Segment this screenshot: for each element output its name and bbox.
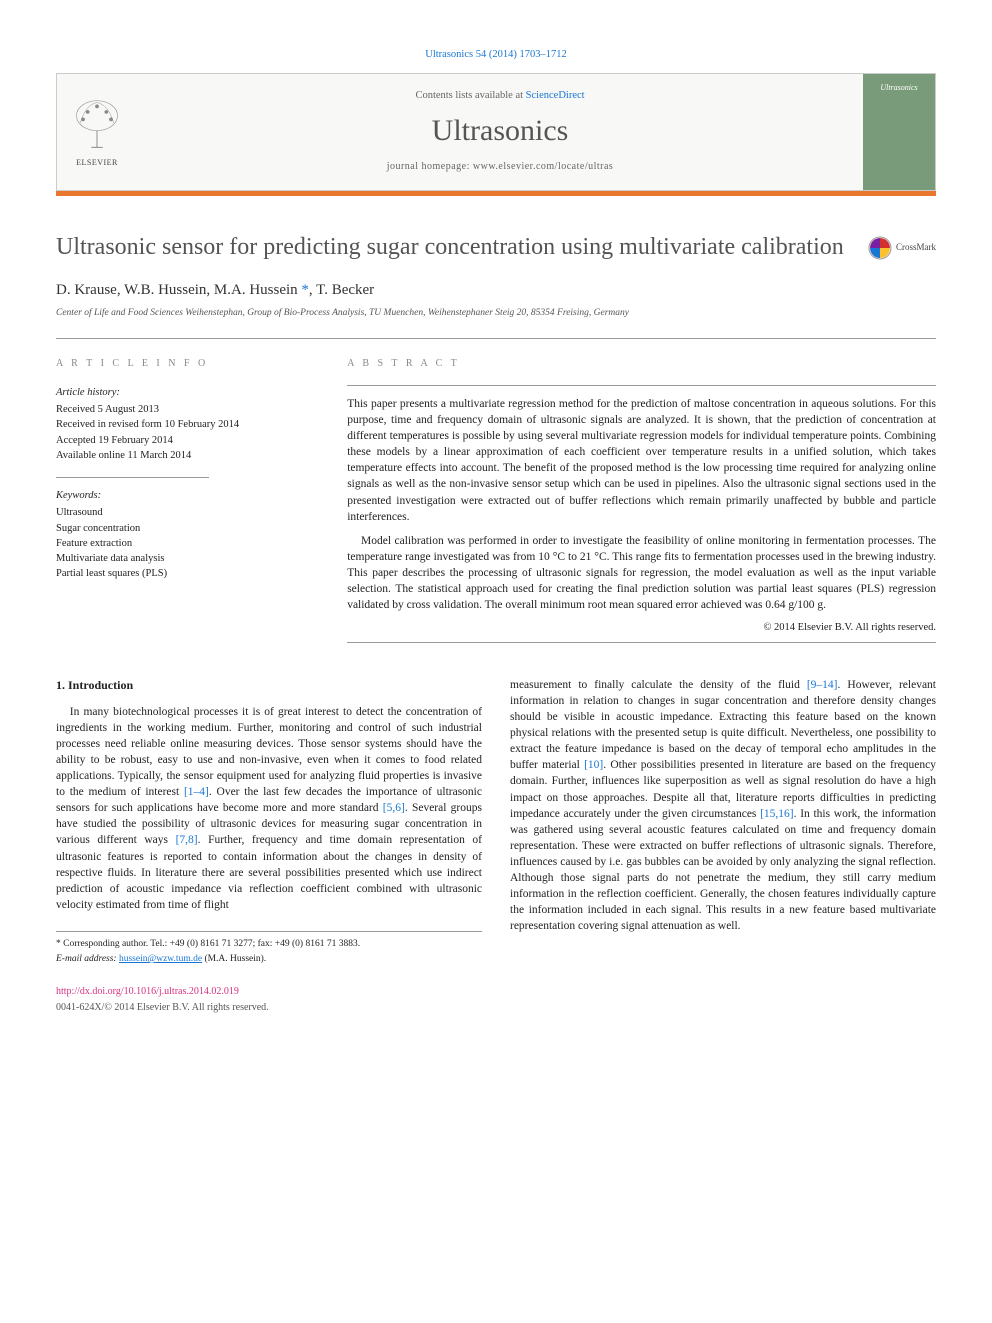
article-history-block: Article history: Received 5 August 2013 … [56, 385, 311, 463]
homepage-prefix: journal homepage: [387, 161, 473, 172]
affiliation: Center of Life and Food Sciences Weihens… [56, 307, 936, 320]
authors-text: D. Krause, W.B. Hussein, M.A. Hussein *,… [56, 282, 374, 298]
journal-homepage-line: journal homepage: www.elsevier.com/locat… [137, 160, 863, 174]
top-citation: Ultrasonics 54 (2014) 1703–1712 [56, 48, 936, 63]
article-title: Ultrasonic sensor for predicting sugar c… [56, 232, 852, 262]
abstract-para: Model calibration was performed in order… [347, 533, 936, 613]
body-column-right: measurement to finally calculate the den… [510, 677, 936, 969]
doi-block: http://dx.doi.org/10.1016/j.ultras.2014.… [56, 985, 936, 1015]
homepage-url: www.elsevier.com/locate/ultras [473, 161, 613, 172]
abstract-copyright: © 2014 Elsevier B.V. All rights reserved… [347, 621, 936, 636]
journal-name: Ultrasonics [137, 110, 863, 152]
cover-title: Ultrasonics [880, 82, 917, 93]
abstract-label: A B S T R A C T [347, 357, 936, 371]
abstract-text: This paper presents a multivariate regre… [347, 396, 936, 613]
sciencedirect-link[interactable]: ScienceDirect [526, 90, 585, 101]
elsevier-tree-icon [69, 95, 125, 155]
journal-header: ELSEVIER Contents lists available at Sci… [56, 73, 936, 191]
footnotes: * Corresponding author. Tel.: +49 (0) 81… [56, 931, 482, 967]
author-list: D. Krause, W.B. Hussein, M.A. Hussein *,… [56, 280, 936, 301]
abstract-divider-bottom [347, 642, 936, 643]
email-author-name: (M.A. Hussein). [202, 954, 266, 964]
contents-prefix: Contents lists available at [415, 90, 525, 101]
crossmark-icon [868, 236, 892, 260]
keyword: Multivariate data analysis [56, 551, 311, 566]
corresponding-author-note: * Corresponding author. Tel.: +49 (0) 81… [56, 938, 482, 951]
history-line: Available online 11 March 2014 [56, 448, 311, 463]
meta-divider [56, 477, 209, 478]
keyword: Feature extraction [56, 536, 311, 551]
intro-para-col1: In many biotechnological processes it is… [56, 704, 482, 913]
keyword: Sugar concentration [56, 521, 311, 536]
accent-bar [56, 191, 936, 196]
email-line: E-mail address: hussein@wzw.tum.de (M.A.… [56, 953, 482, 966]
elsevier-logo: ELSEVIER [57, 74, 137, 190]
crossmark-label: CrossMark [896, 241, 936, 254]
section-heading-intro: 1. Introduction [56, 677, 482, 694]
abstract-divider [347, 385, 936, 386]
issn-copyright-line: 0041-624X/© 2014 Elsevier B.V. All right… [56, 1001, 936, 1015]
publisher-name: ELSEVIER [76, 157, 118, 168]
history-title: Article history: [56, 385, 311, 400]
email-label: E-mail address: [56, 954, 119, 964]
article-info-label: A R T I C L E I N F O [56, 357, 311, 371]
keyword: Partial least squares (PLS) [56, 566, 311, 581]
history-line: Received 5 August 2013 [56, 402, 311, 417]
author-email-link[interactable]: hussein@wzw.tum.de [119, 954, 202, 964]
intro-para-col2: measurement to finally calculate the den… [510, 677, 936, 935]
abstract-para: This paper presents a multivariate regre… [347, 396, 936, 525]
history-line: Accepted 19 February 2014 [56, 433, 311, 448]
keywords-title: Keywords: [56, 488, 311, 503]
history-line: Received in revised form 10 February 201… [56, 417, 311, 432]
keyword: Ultrasound [56, 505, 311, 520]
crossmark-badge[interactable]: CrossMark [868, 232, 936, 260]
divider [56, 338, 936, 339]
doi-link[interactable]: http://dx.doi.org/10.1016/j.ultras.2014.… [56, 986, 239, 997]
journal-cover-thumbnail: Ultrasonics [863, 74, 935, 190]
body-column-left: 1. Introduction In many biotechnological… [56, 677, 482, 969]
keywords-block: Keywords: Ultrasound Sugar concentration… [56, 488, 311, 581]
contents-available-line: Contents lists available at ScienceDirec… [137, 89, 863, 104]
